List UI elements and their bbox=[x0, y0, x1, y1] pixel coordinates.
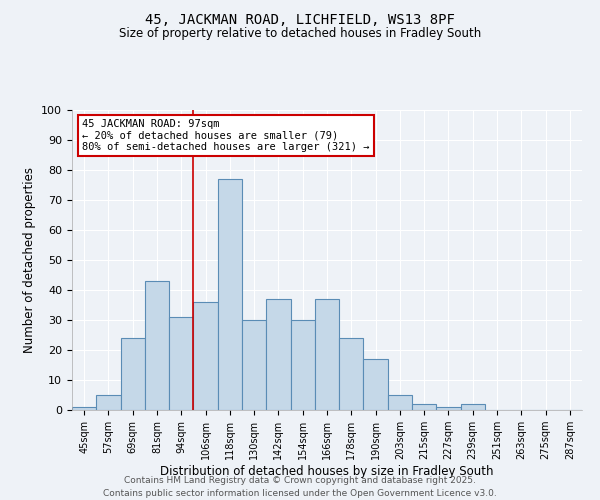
Bar bbox=[193, 302, 218, 410]
Bar bbox=[266, 299, 290, 410]
Bar bbox=[388, 395, 412, 410]
Bar bbox=[315, 299, 339, 410]
Bar bbox=[145, 281, 169, 410]
Bar bbox=[169, 317, 193, 410]
Bar bbox=[121, 338, 145, 410]
Bar bbox=[96, 395, 121, 410]
Text: 45, JACKMAN ROAD, LICHFIELD, WS13 8PF: 45, JACKMAN ROAD, LICHFIELD, WS13 8PF bbox=[145, 12, 455, 26]
Bar bbox=[461, 404, 485, 410]
Y-axis label: Number of detached properties: Number of detached properties bbox=[23, 167, 36, 353]
X-axis label: Distribution of detached houses by size in Fradley South: Distribution of detached houses by size … bbox=[160, 465, 494, 478]
Text: 45 JACKMAN ROAD: 97sqm
← 20% of detached houses are smaller (79)
80% of semi-det: 45 JACKMAN ROAD: 97sqm ← 20% of detached… bbox=[82, 119, 370, 152]
Bar bbox=[218, 179, 242, 410]
Bar bbox=[412, 404, 436, 410]
Bar bbox=[364, 359, 388, 410]
Bar bbox=[242, 320, 266, 410]
Text: Contains HM Land Registry data © Crown copyright and database right 2025.
Contai: Contains HM Land Registry data © Crown c… bbox=[103, 476, 497, 498]
Bar bbox=[339, 338, 364, 410]
Text: Size of property relative to detached houses in Fradley South: Size of property relative to detached ho… bbox=[119, 28, 481, 40]
Bar bbox=[436, 407, 461, 410]
Bar bbox=[290, 320, 315, 410]
Bar bbox=[72, 407, 96, 410]
